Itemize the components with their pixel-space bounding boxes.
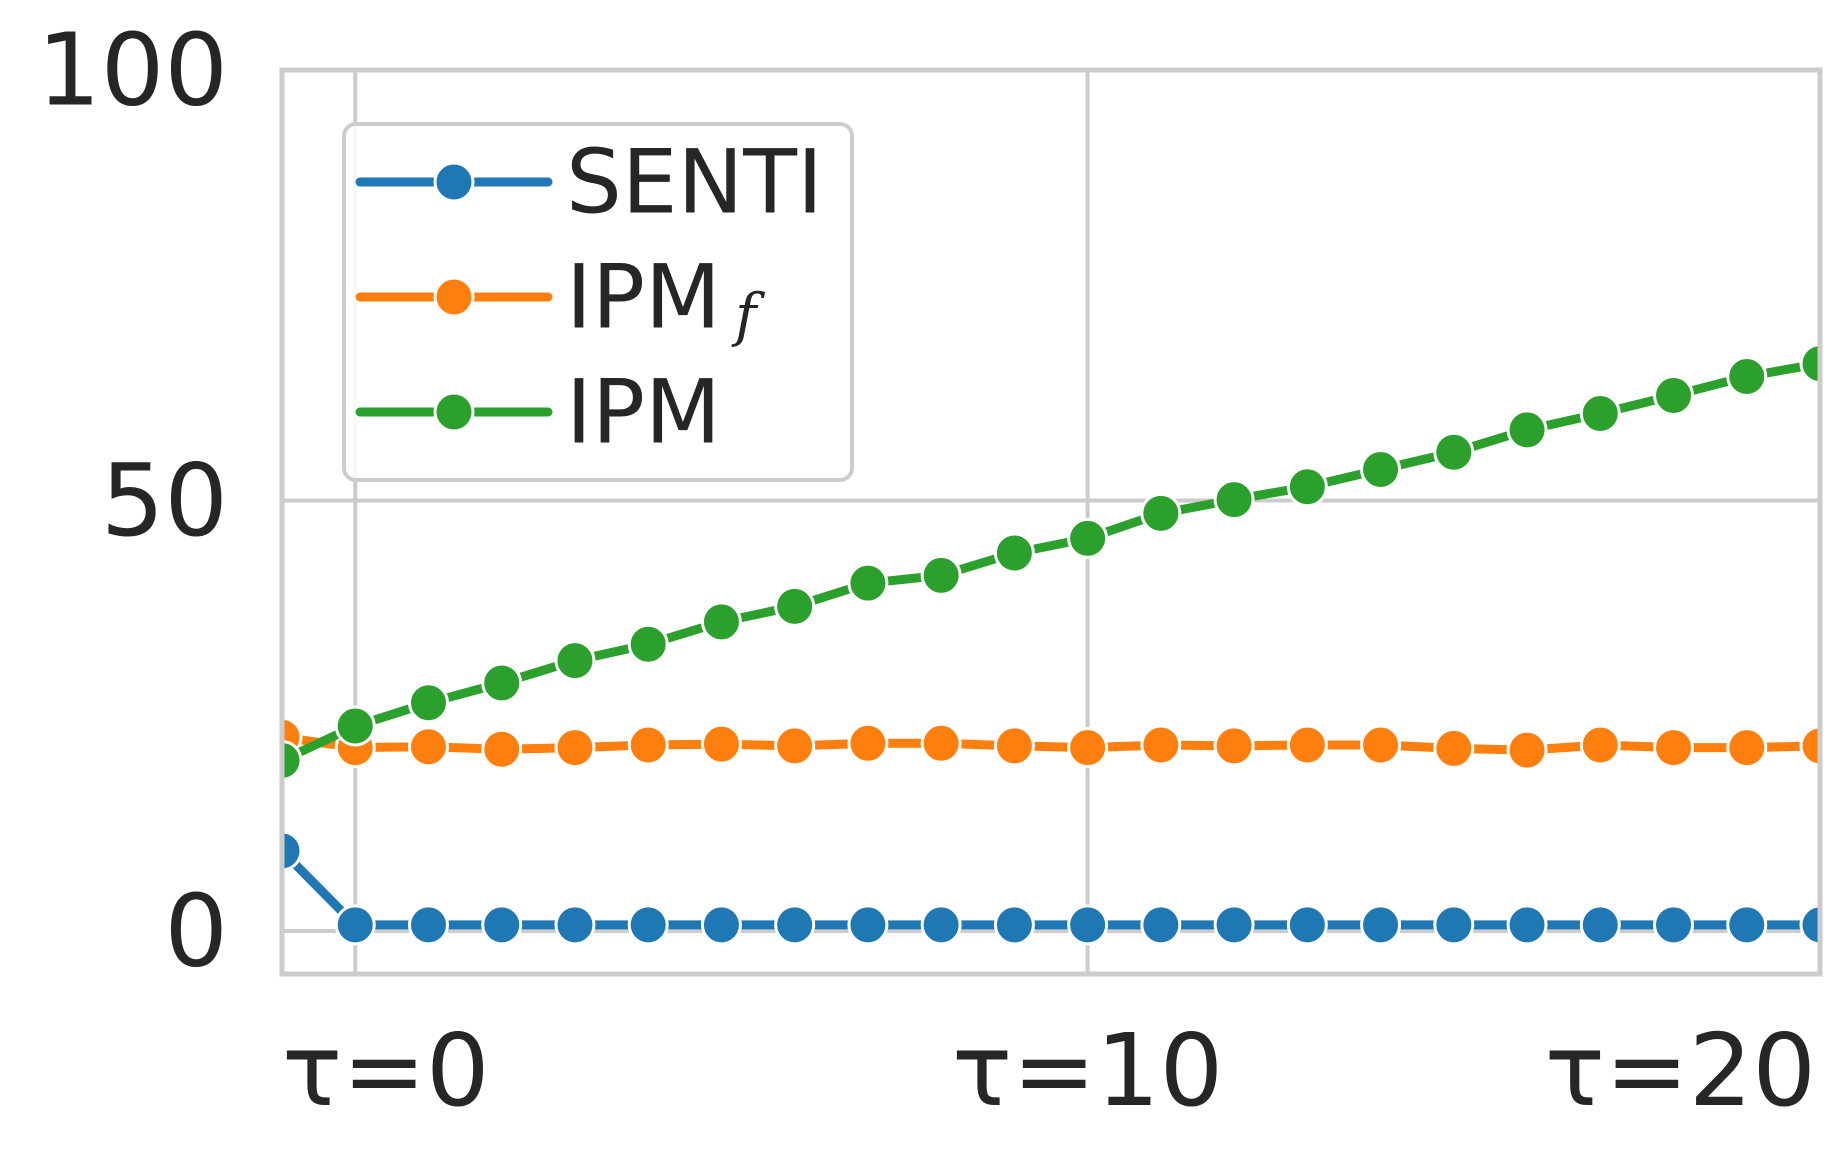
data-point-ipm-f <box>1213 725 1255 767</box>
data-point-ipm <box>1067 517 1109 559</box>
data-point-ipm <box>700 601 742 643</box>
data-point-senti <box>627 904 669 946</box>
data-point-ipm-f <box>1433 727 1475 769</box>
data-point-senti <box>282 830 303 872</box>
y-tick-label: 0 <box>164 872 228 989</box>
legend-item-ipm: IPM <box>355 361 721 464</box>
data-point-senti <box>334 904 376 946</box>
series-ipm <box>282 343 1820 781</box>
data-point-ipm-f <box>1360 724 1402 766</box>
data-point-ipm-f <box>1799 725 1820 767</box>
data-point-senti <box>700 904 742 946</box>
legend-marker-ipm <box>433 391 475 433</box>
data-point-senti <box>1140 904 1182 946</box>
data-point-ipm-f <box>1579 724 1621 766</box>
data-point-ipm <box>1140 492 1182 534</box>
x-tick-label: τ=0 <box>282 1012 490 1129</box>
legend-label-ipm-f: IPM <box>566 246 721 349</box>
data-point-ipm-f <box>993 725 1035 767</box>
data-point-ipm <box>847 562 889 604</box>
data-point-senti <box>1579 904 1621 946</box>
plot-frame <box>279 67 1823 977</box>
data-point-senti <box>774 904 816 946</box>
data-point-senti <box>1506 904 1548 946</box>
data-point-ipm <box>1433 431 1475 473</box>
data-point-senti <box>1360 904 1402 946</box>
legend-label-senti: SENTI <box>566 131 823 234</box>
series-layer <box>282 343 1820 946</box>
data-point-ipm <box>1360 448 1402 490</box>
data-point-ipm-f <box>407 726 449 768</box>
legend-frame <box>342 122 854 482</box>
data-point-senti <box>554 904 596 946</box>
series-senti <box>282 830 1820 946</box>
data-point-ipm <box>1213 479 1255 521</box>
y-tick-label: 100 <box>37 12 228 129</box>
data-point-senti <box>920 904 962 946</box>
data-point-ipm-f <box>774 725 816 767</box>
data-point-ipm <box>920 554 962 596</box>
legend-marker-senti <box>433 161 475 203</box>
data-point-ipm-f <box>1286 724 1328 766</box>
x-tick-label: τ=10 <box>952 1012 1223 1129</box>
data-point-senti <box>1067 904 1109 946</box>
data-point-ipm-f <box>920 722 962 764</box>
legend-marker-ipm-f <box>433 276 475 318</box>
series-line-senti <box>282 846 1820 930</box>
data-point-ipm-f <box>847 722 889 764</box>
data-point-ipm-f <box>1726 727 1768 769</box>
data-point-ipm <box>407 682 449 724</box>
data-point-senti <box>481 904 523 946</box>
legend-item-senti: SENTI <box>355 131 823 234</box>
data-point-ipm-f <box>700 723 742 765</box>
data-point-ipm <box>554 640 596 682</box>
data-point-ipm-f <box>1140 724 1182 766</box>
series-ipm-f <box>282 716 1820 771</box>
data-point-senti <box>847 904 889 946</box>
data-point-ipm <box>1726 355 1768 397</box>
data-point-ipm-f <box>1506 729 1548 771</box>
data-point-senti <box>993 904 1035 946</box>
data-point-ipm <box>627 623 669 665</box>
data-point-ipm-f <box>1653 727 1695 769</box>
data-point-ipm-f <box>627 724 669 766</box>
data-point-ipm-f <box>481 728 523 770</box>
data-point-senti <box>1799 904 1820 946</box>
data-point-senti <box>1653 904 1695 946</box>
x-tick-labels: τ=0 τ=10 τ=20 <box>282 1012 1816 1129</box>
series-line-ipm <box>282 359 1820 765</box>
data-point-ipm <box>1506 409 1548 451</box>
data-point-senti <box>407 904 449 946</box>
x-tick-label: τ=20 <box>1545 1012 1816 1129</box>
data-point-ipm-f <box>554 727 596 769</box>
data-point-senti <box>1286 904 1328 946</box>
data-point-ipm <box>1799 343 1820 385</box>
data-point-ipm <box>1579 393 1621 435</box>
data-point-ipm <box>1286 466 1328 508</box>
data-point-ipm <box>993 532 1035 574</box>
data-point-ipm <box>481 662 523 704</box>
y-tick-labels: 0 50 100 <box>37 12 228 990</box>
data-point-ipm <box>282 739 303 781</box>
legend-label-ipm: IPM <box>566 361 721 464</box>
series-line-ipm-f <box>282 732 1820 755</box>
data-point-ipm <box>774 585 816 627</box>
data-point-senti <box>1726 904 1768 946</box>
data-point-senti <box>1213 904 1255 946</box>
data-point-ipm-f <box>1067 727 1109 769</box>
y-tick-label: 50 <box>101 442 228 559</box>
data-point-senti <box>1433 904 1475 946</box>
data-point-ipm <box>1653 374 1695 416</box>
data-point-ipm <box>334 705 376 747</box>
